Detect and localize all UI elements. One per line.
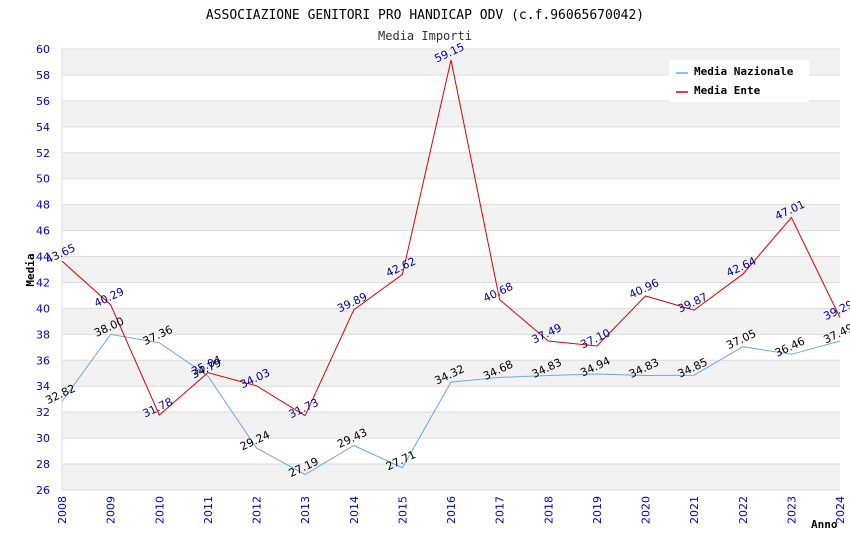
x-tick-label: 2009 — [105, 496, 118, 524]
y-tick-label: 26 — [36, 484, 50, 497]
y-tick-label: 38 — [36, 328, 50, 341]
grid-band — [62, 152, 840, 179]
grid-band — [62, 464, 840, 490]
grid-band — [62, 204, 840, 231]
x-tick-label: 2022 — [737, 496, 750, 524]
series-line-media-ente — [61, 59, 841, 417]
x-tick-label: 2012 — [251, 496, 264, 524]
y-tick-label: 36 — [36, 354, 50, 367]
y-tick-label: 58 — [36, 69, 50, 82]
x-tick-label: 2011 — [202, 496, 215, 524]
chart-subtitle: Media Importi — [378, 29, 472, 43]
y-tick-label: 32 — [36, 406, 50, 419]
data-label: 40.29 — [92, 285, 126, 310]
x-tick-label: 2015 — [396, 496, 409, 524]
x-tick-label: 2020 — [640, 496, 653, 524]
data-label: 40.68 — [481, 280, 515, 305]
y-tick-label: 52 — [36, 147, 50, 160]
y-tick-label: 46 — [36, 225, 50, 238]
grid-band — [62, 308, 840, 335]
x-tick-label: 2018 — [542, 496, 555, 524]
y-tick-label: 44 — [36, 251, 50, 264]
chart-title: ASSOCIAZIONE GENITORI PRO HANDICAP ODV (… — [206, 8, 644, 23]
x-axis-title: Anno — [811, 518, 838, 531]
y-tick-label: 30 — [36, 432, 50, 445]
x-tick-label: 2024 — [834, 496, 847, 524]
x-tick-label: 2010 — [153, 496, 166, 524]
x-tick-label: 2021 — [688, 496, 701, 524]
y-tick-label: 56 — [36, 95, 50, 108]
y-axis-title: Media — [24, 253, 37, 286]
y-tick-label: 40 — [36, 302, 50, 315]
grid-bands — [62, 49, 840, 490]
y-tick-label: 28 — [36, 458, 50, 471]
x-tick-label: 2016 — [445, 496, 458, 524]
data-label: 36.46 — [773, 335, 807, 360]
x-tick-label: 2017 — [494, 496, 507, 524]
y-tick-label: 54 — [36, 121, 50, 134]
x-axis-ticks: 2008 2009 2010 2011 2012 2013 2014 2015 2016 2017… — [56, 496, 847, 524]
legend-label-media-ente: Media Ente — [694, 84, 761, 97]
legend-label-media-nazionale: Media Nazionale — [694, 65, 794, 78]
series-group — [61, 59, 841, 476]
grid-band — [62, 100, 840, 127]
x-tick-label: 2014 — [348, 496, 361, 524]
grid-band — [62, 256, 840, 283]
legend-box — [669, 60, 809, 102]
legend: Media Nazionale Media Ente — [669, 60, 809, 102]
x-tick-label: 2008 — [56, 496, 69, 524]
x-tick-label: 2019 — [591, 496, 604, 524]
y-tick-label: 50 — [36, 173, 50, 186]
y-axis-ticks: 26 28 30 32 34 36 38 40 42 44 46 48 50 52 54 56 58 60 — [36, 43, 50, 497]
y-tick-label: 42 — [36, 276, 50, 289]
y-tick-label: 34 — [36, 380, 50, 393]
y-tick-label: 48 — [36, 199, 50, 212]
series-line-media-nazionale — [61, 333, 841, 476]
x-tick-label: 2023 — [785, 496, 798, 524]
grid-band — [62, 412, 840, 439]
x-tick-label: 2013 — [299, 496, 312, 524]
y-tick-label: 60 — [36, 43, 50, 56]
